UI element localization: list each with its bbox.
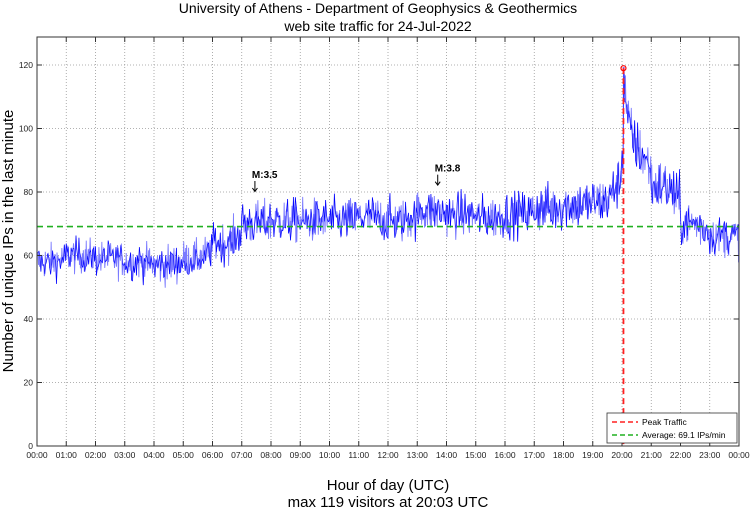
peak-marker (620, 65, 627, 72)
x-axis-label: Hour of day (UTC) (327, 477, 450, 494)
series-line (36, 67, 740, 286)
x-tick-label: 12:00 (377, 450, 399, 460)
y-tick-label: 40 (24, 314, 34, 324)
max-visitors-note: max 119 visitors at 20:03 UTC (288, 494, 489, 511)
x-tick-label: 04:00 (143, 450, 165, 460)
chart-subtitle: web site traffic for 24-Jul-2022 (283, 18, 471, 34)
x-tick-label: 02:00 (85, 450, 107, 460)
x-tick-label: 21:00 (641, 450, 663, 460)
y-tick-label: 0 (28, 441, 33, 451)
x-tick-label: 09:00 (290, 450, 312, 460)
traffic-trace (36, 66, 740, 288)
x-tick-label: 23:00 (699, 450, 721, 460)
x-tick-label: 18:00 (553, 450, 575, 460)
x-tick-label: 03:00 (114, 450, 136, 460)
chart-title: University of Athens - Department of Geo… (179, 0, 577, 16)
x-tick-label: 19:00 (582, 450, 604, 460)
x-tick-label: 06:00 (202, 450, 224, 460)
y-axis-label: Number of unique IPs in the last minute (0, 110, 17, 373)
annotation-arrowhead (252, 187, 258, 193)
x-tick-label: 20:00 (611, 450, 633, 460)
x-tick-label: 11:00 (348, 450, 369, 460)
x-tick-label: 13:00 (407, 450, 429, 460)
x-tick-label: 15:00 (465, 450, 487, 460)
x-tick-label: 07:00 (231, 450, 253, 460)
earthquake-annotation: M:3.5 (252, 170, 278, 181)
legend-box (606, 412, 738, 444)
x-tick-label: 05:00 (173, 450, 195, 460)
x-tick-label: 14:00 (436, 450, 458, 460)
y-tick-label: 80 (24, 187, 34, 197)
grid (37, 37, 739, 446)
x-tick-label: 08:00 (260, 450, 282, 460)
y-tick-label: 60 (24, 251, 34, 261)
legend: Peak Traffic Average: 69.1 IPs/min (606, 412, 738, 444)
y-tick-label: 100 (19, 124, 33, 134)
x-tick-label: 10:00 (319, 450, 341, 460)
annotation-arrowhead (434, 181, 441, 187)
x-tick-label: 17:00 (524, 450, 546, 460)
x-tick-label: 00:00 (728, 450, 750, 460)
y-tick-label: 120 (19, 60, 33, 70)
x-tick-label: 22:00 (670, 450, 692, 460)
x-tick-label: 16:00 (494, 450, 516, 460)
reference-lines (37, 65, 739, 446)
x-tick-label: 00:00 (26, 450, 48, 460)
x-tick-label: 01:00 (56, 450, 78, 460)
axis-ticks: 00:00 01:00 02:00 03:00 04:00 05:00 06:00 07:00… (19, 37, 750, 460)
y-tick-label: 20 (24, 378, 34, 388)
legend-average-label: Average: 69.1 IPs/min (642, 430, 726, 440)
legend-peak-label: Peak Traffic (642, 417, 687, 427)
annotations: M:3.5 M:3.8 (252, 164, 461, 193)
earthquake-annotation: M:3.8 (435, 164, 461, 175)
